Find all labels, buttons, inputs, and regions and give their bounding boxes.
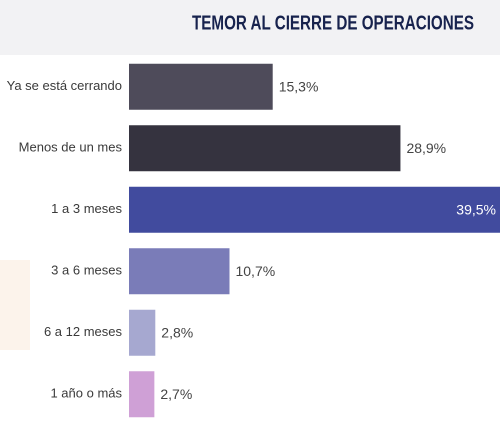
y-tick-label: 1 año o más — [50, 386, 122, 401]
bar — [129, 63, 273, 110]
plot-background — [0, 55, 500, 425]
bar — [129, 186, 500, 233]
bar — [129, 309, 156, 356]
value-label: 28,9% — [406, 140, 446, 156]
value-label: 2,8% — [161, 324, 193, 340]
chart-title: TEMOR AL CIERRE DE OPERACIONES — [192, 12, 474, 34]
value-label: 10,7% — [235, 263, 275, 279]
y-tick-label: 3 a 6 meses — [51, 263, 122, 278]
bar — [129, 125, 401, 172]
y-tick-label: 6 a 12 meses — [44, 324, 123, 339]
header-background — [0, 0, 500, 55]
y-tick-label: 1 a 3 meses — [51, 201, 122, 216]
bar — [129, 371, 155, 418]
value-label: 39,5% — [456, 201, 496, 217]
y-tick-label: Menos de un mes — [19, 140, 123, 155]
decor — [0, 260, 30, 350]
bar — [129, 248, 230, 295]
value-label: 2,7% — [160, 386, 192, 402]
y-tick-label: Ya se está cerrando — [7, 78, 122, 93]
value-label: 15,3% — [279, 78, 319, 94]
